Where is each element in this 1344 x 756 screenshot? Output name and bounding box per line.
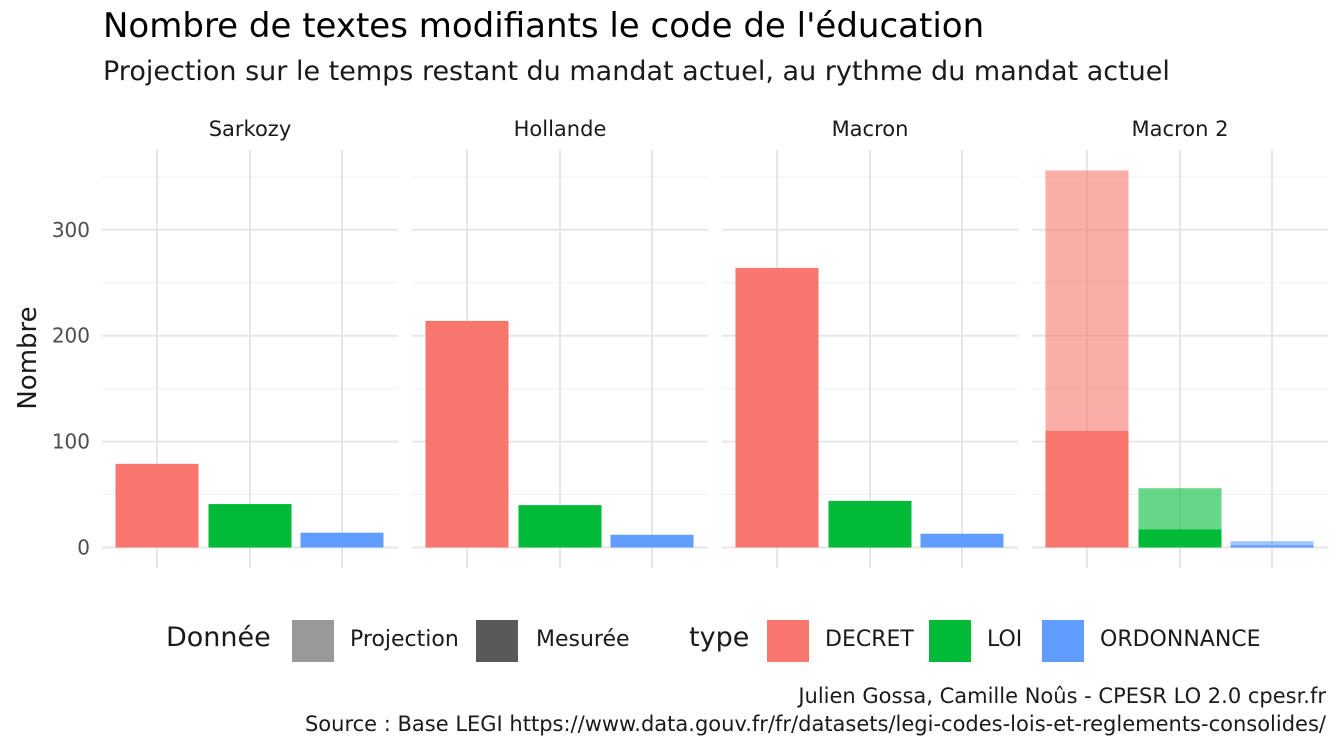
y-tick-label: 200: [52, 324, 90, 348]
caption-source: Source : Base LEGI https://www.data.gouv…: [304, 712, 1326, 736]
legend-key-decret: [767, 620, 809, 662]
bar-mesuree-loi: [1138, 529, 1222, 548]
legend-label-projection: Projection: [350, 627, 459, 652]
bar-mesuree-ordonnance: [300, 532, 384, 548]
legend-label-loi: LOI: [987, 627, 1023, 652]
y-tick-label: 100: [52, 430, 90, 454]
bar-mesuree-loi: [828, 500, 912, 548]
bar-projection-ordonnance: [1230, 541, 1314, 548]
legend-donnee-title: Donnée: [166, 622, 271, 653]
chart-title: Nombre de textes modifiants le code de l…: [103, 6, 985, 46]
legend-key-projection: [292, 620, 334, 662]
legend-label-mesuree: Mesurée: [536, 627, 630, 652]
chart-subtitle: Projection sur le temps restant du manda…: [103, 56, 1170, 87]
legend-label-ordonnance: ORDONNANCE: [1100, 627, 1261, 652]
panel-label: Hollande: [514, 117, 607, 141]
panel-label: Macron: [832, 117, 909, 141]
bar-mesuree-decret: [1045, 431, 1129, 548]
bar-mesuree-decret: [115, 463, 199, 548]
legend-key-mesuree: [476, 620, 518, 662]
bar-mesuree-loi: [208, 504, 292, 548]
bar-mesuree-ordonnance: [610, 534, 694, 548]
bar-mesuree-ordonnance: [1230, 545, 1314, 548]
panel-label: Sarkozy: [209, 117, 292, 141]
legend-type-title: type: [689, 622, 750, 653]
y-tick-label: 0: [77, 536, 90, 560]
panel-label: Macron 2: [1132, 117, 1229, 141]
y-axis-label: Nombre: [13, 306, 43, 409]
legend-label-decret: DECRET: [825, 627, 914, 652]
legend-key-loi: [929, 620, 971, 662]
bar-mesuree-ordonnance: [920, 533, 1004, 548]
chart-area: Sarkozy Hollande Macron Macron 2 0 100 200 300 N…: [13, 117, 1328, 568]
caption-authors: Julien Gossa, Camille Noûs - CPESR LO 2.…: [798, 684, 1326, 708]
legend-key-ordonnance: [1042, 620, 1084, 662]
bar-mesuree-decret: [735, 267, 819, 548]
y-tick-label: 300: [52, 218, 90, 242]
bar-mesuree-loi: [518, 505, 602, 548]
bar-mesuree-decret: [425, 320, 509, 548]
